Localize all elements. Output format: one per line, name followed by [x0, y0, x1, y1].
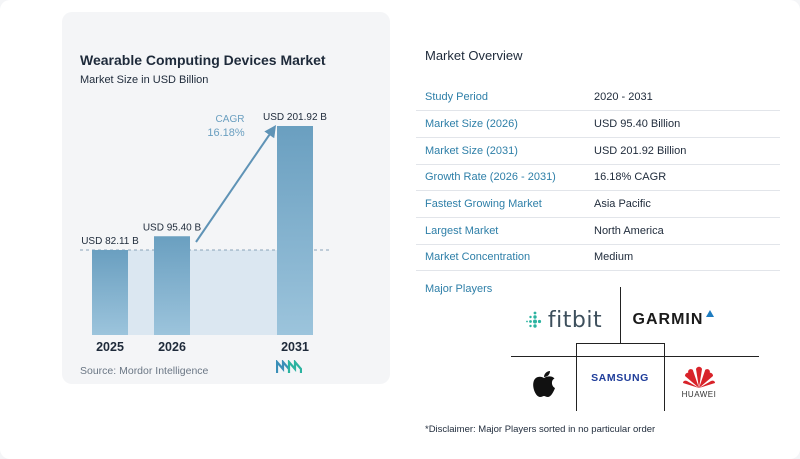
table-row: Fastest Growing Market Asia Pacific [416, 190, 780, 218]
grid-divider [576, 343, 577, 411]
table-row: Market Size (2026) USD 95.40 Billion [416, 110, 780, 138]
row-value: Medium [586, 244, 780, 272]
grid-divider [664, 343, 665, 411]
fitbit-dots-icon [526, 311, 542, 328]
row-key: Fastest Growing Market [416, 190, 586, 218]
grid-divider [620, 287, 621, 343]
table-row: Market Concentration Medium [416, 244, 780, 272]
row-value: 2020 - 2031 [586, 84, 780, 112]
row-value: Asia Pacific [586, 190, 780, 218]
table-row: Study Period 2020 - 2031 [416, 84, 780, 112]
disclaimer-text: *Disclaimer: Major Players sorted in no … [425, 424, 656, 435]
samsung-wordmark: SAMSUNG [591, 372, 649, 384]
apple-logo [521, 366, 567, 404]
chart-subtitle: Market Size in USD Billion [80, 74, 209, 86]
row-key: Largest Market [416, 217, 586, 245]
grid-divider [511, 356, 759, 357]
huawei-petals-icon [683, 366, 715, 388]
huawei-logo: HUAWEI [668, 362, 730, 402]
major-players-title: Major Players [425, 283, 493, 295]
table-row: Market Size (2031) USD 201.92 Billion [416, 137, 780, 165]
row-key: Market Size (2031) [416, 137, 586, 165]
overview-title: Market Overview [425, 48, 523, 63]
table-row: Growth Rate (2026 - 2031) 16.18% CAGR [416, 164, 780, 192]
garmin-triangle-icon [706, 310, 715, 317]
garmin-logo: GARMIN [628, 306, 720, 334]
row-key: Market Size (2026) [416, 110, 586, 138]
apple-icon [533, 371, 555, 397]
fitbit-logo: fitbit [514, 306, 614, 334]
row-key: Study Period [416, 84, 586, 112]
row-value: USD 201.92 Billion [586, 137, 780, 165]
garmin-wordmark: GARMIN [632, 311, 704, 328]
row-key: Growth Rate (2026 - 2031) [416, 164, 586, 192]
row-value: North America [586, 217, 780, 245]
chart-title: Wearable Computing Devices Market [80, 52, 326, 68]
fitbit-wordmark: fitbit [547, 307, 603, 333]
row-key: Market Concentration [416, 244, 586, 272]
source-text: Source: Mordor Intelligence [80, 365, 209, 377]
samsung-logo: SAMSUNG [580, 366, 660, 390]
overview-table: Study Period 2020 - 2031 Market Size (202… [416, 84, 780, 272]
row-value: 16.18% CAGR [586, 164, 780, 192]
row-value: USD 95.40 Billion [586, 110, 780, 138]
huawei-wordmark: HUAWEI [681, 390, 717, 399]
mordor-logo-icon [276, 360, 302, 373]
table-row: Largest Market North America [416, 217, 780, 245]
grid-divider [576, 343, 665, 344]
